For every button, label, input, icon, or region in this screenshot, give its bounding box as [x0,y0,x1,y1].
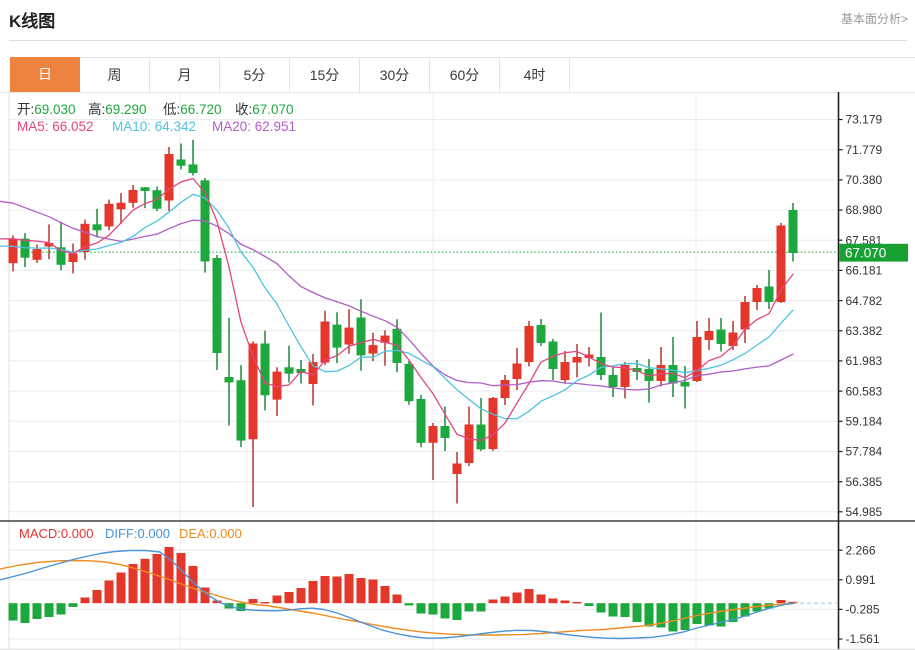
svg-text:60.583: 60.583 [846,384,883,398]
svg-text:0.991: 0.991 [846,573,876,587]
svg-text:-1.561: -1.561 [846,632,880,646]
svg-text:66.181: 66.181 [846,264,883,278]
svg-text:68.980: 68.980 [846,203,883,217]
svg-text:收:67.070: 收:67.070 [235,102,294,117]
svg-text:DEA:0.000: DEA:0.000 [179,526,242,541]
svg-text:61.983: 61.983 [846,354,883,368]
svg-text:56.385: 56.385 [846,475,883,489]
svg-text:MACD:0.000: MACD:0.000 [19,526,93,541]
svg-text:70.380: 70.380 [846,173,883,187]
svg-text:高:69.290: 高:69.290 [88,101,147,117]
svg-text:63.382: 63.382 [846,324,883,338]
svg-text:57.784: 57.784 [846,445,883,459]
svg-text:MA20: 62.951: MA20: 62.951 [212,119,296,134]
svg-text:MA5: 66.052: MA5: 66.052 [17,119,94,134]
svg-text:67.070: 67.070 [845,246,886,261]
svg-text:71.779: 71.779 [846,143,883,157]
svg-text:开:69.030: 开:69.030 [17,102,76,117]
svg-text:73.179: 73.179 [846,113,883,127]
svg-text:MA10: 64.342: MA10: 64.342 [112,119,196,134]
svg-text:64.782: 64.782 [846,294,883,308]
svg-text:-0.285: -0.285 [846,603,880,617]
svg-text:DIFF:0.000: DIFF:0.000 [105,526,170,541]
svg-text:59.184: 59.184 [846,415,883,429]
svg-text:54.985: 54.985 [846,505,883,519]
svg-text:2.266: 2.266 [846,543,876,557]
svg-text:低:66.720: 低:66.720 [163,102,222,117]
